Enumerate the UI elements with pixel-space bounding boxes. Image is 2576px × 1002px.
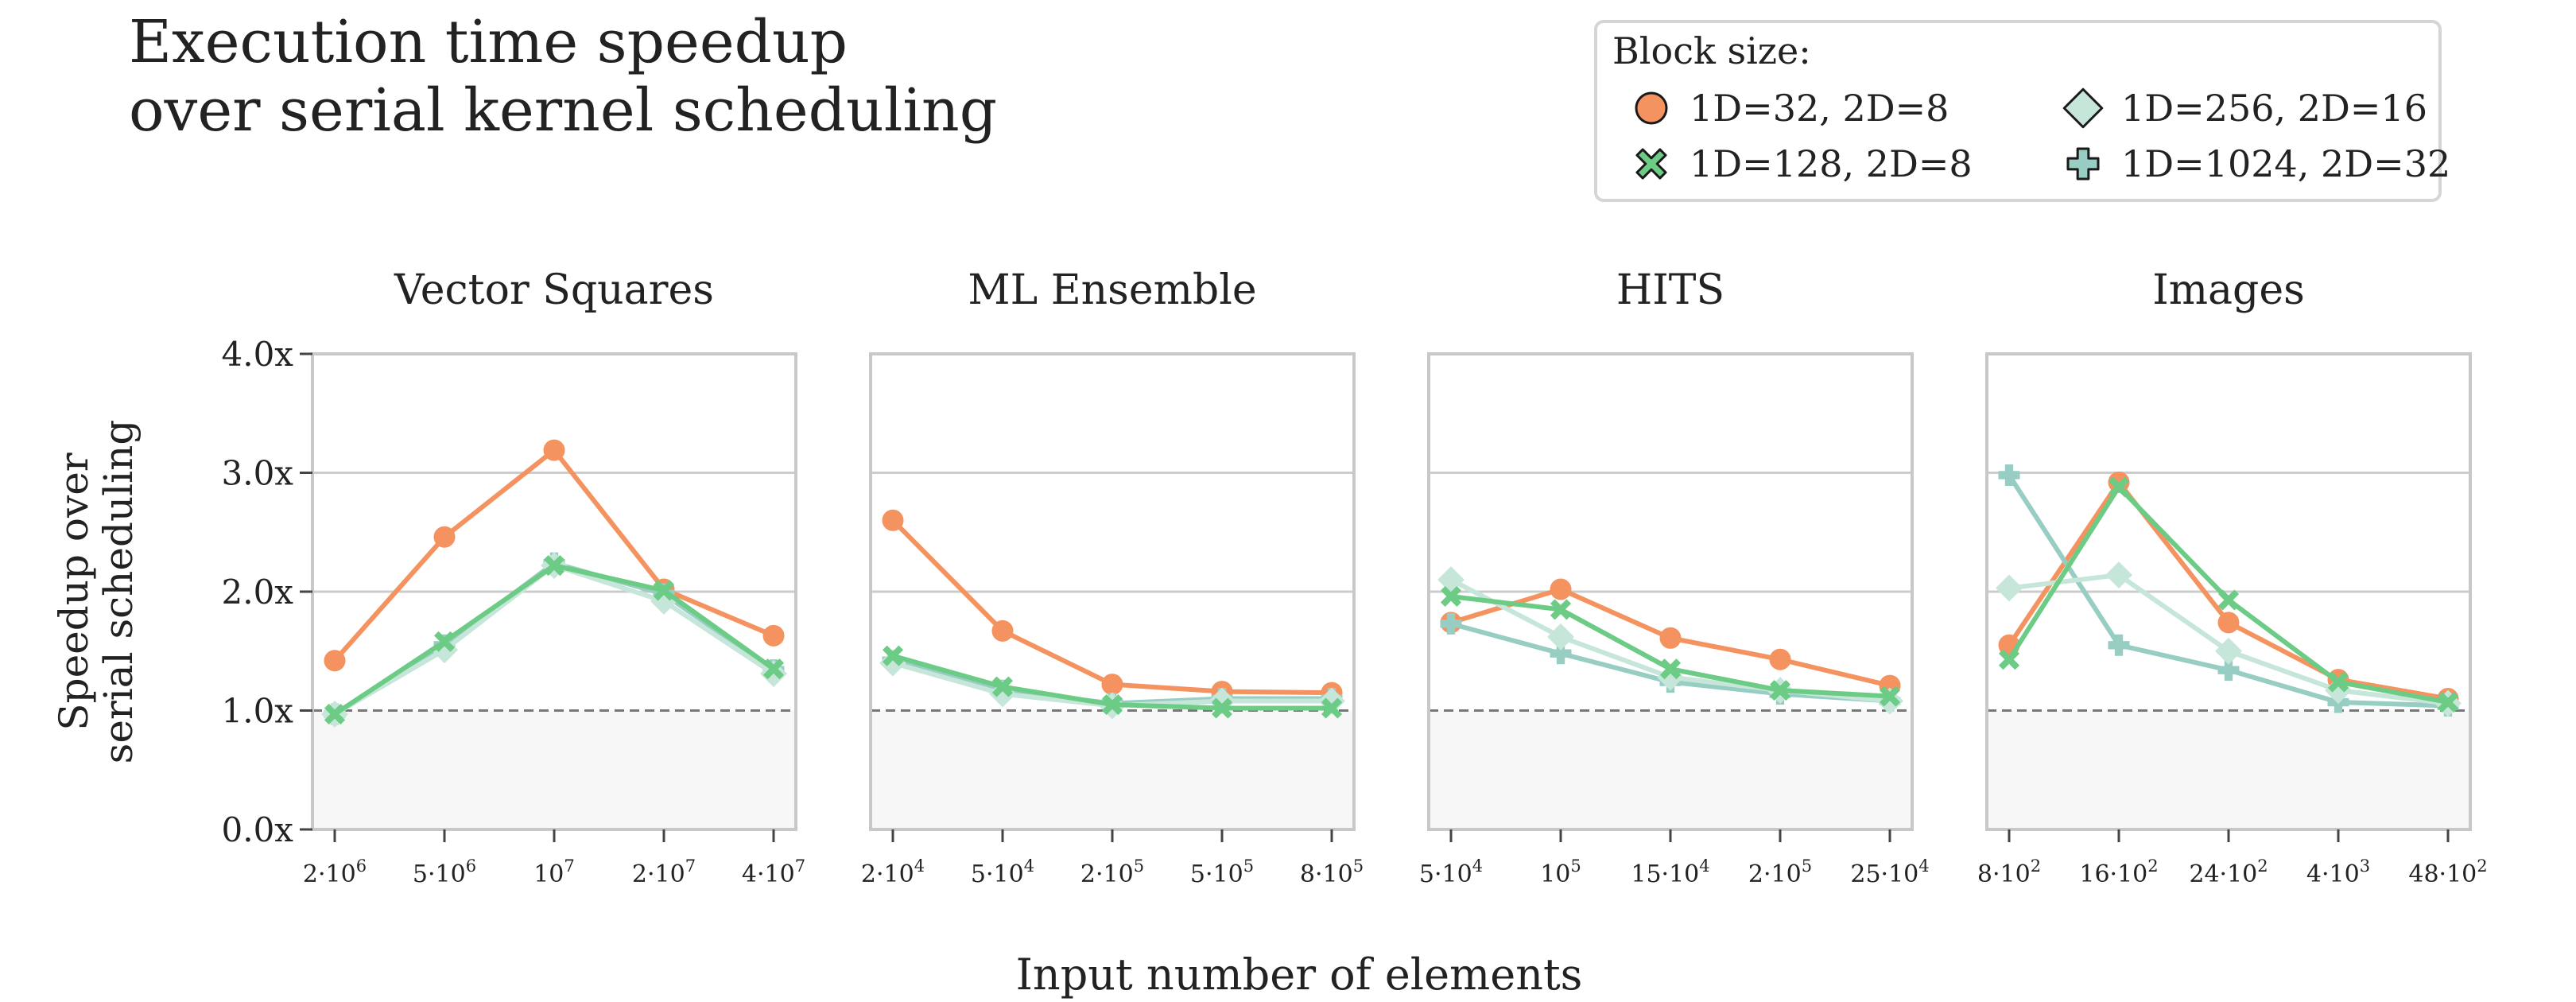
data-point-1d-1024-2d-32: [1550, 643, 1572, 665]
x-tick-label: 2·107: [632, 856, 696, 888]
data-point-1d-1024-2d-32: [2108, 634, 2130, 656]
x-tick-label: 2·105: [1080, 856, 1144, 888]
x-tick-label: 24·102: [2189, 856, 2268, 888]
figure-title-line-2: over serial kernel scheduling: [129, 76, 998, 145]
x-tick-label: 4·107: [742, 856, 805, 888]
x-tick-label: 2·105: [1748, 856, 1812, 888]
data-point-1d-128-2d-8: [2218, 589, 2239, 611]
x-tick-label: 5·105: [1190, 856, 1254, 888]
below-baseline-region: [312, 710, 796, 829]
data-point-1d-128-2d-8: [1999, 649, 2019, 670]
x-tick-label: 48·102: [2408, 856, 2487, 888]
data-point-1d-128-2d-8: [544, 555, 564, 576]
y-tick-label: 2.0x: [222, 573, 294, 612]
data-point-1d-32-2d-8: [762, 624, 785, 647]
panel-title: Images: [2152, 266, 2305, 314]
data-point-1d-128-2d-8: [763, 658, 784, 680]
panel-ml-ensemble: ML Ensemble 2·104 5·104 2·105 5·105 8·105: [861, 266, 1364, 888]
data-point-1d-256-2d-16: [1547, 623, 1574, 651]
y-tick-label: 4.0x: [222, 335, 294, 374]
data-point-1d-128-2d-8: [1770, 680, 1790, 701]
x-axis-label: Input number of elements: [1016, 950, 1583, 1000]
x-tick-label: 15·104: [1631, 856, 1709, 888]
x-tick-label: 8·102: [1977, 856, 2041, 888]
x-tick-label: 8·105: [1300, 856, 1364, 888]
data-point-1d-32-2d-8: [1769, 648, 1791, 670]
legend-title: Block size:: [1612, 29, 1811, 72]
panel-images: Images 8·102 16·102 24·102 4·103 48·102: [1977, 266, 2488, 888]
data-point-1d-128-2d-8: [1660, 658, 1681, 680]
legend-label: 1D=32, 2D=8: [1690, 87, 1949, 130]
data-point-1d-32-2d-8: [1101, 674, 1123, 696]
x-tick-label: 4·103: [2306, 856, 2370, 888]
data-point-1d-128-2d-8: [1880, 685, 1900, 707]
data-point-1d-32-2d-8: [1550, 578, 1572, 600]
x-tick-label: 16·102: [2079, 856, 2158, 888]
y-tick-label: 0.0x: [222, 810, 294, 849]
y-axis-label-line-2: serial scheduling: [95, 420, 142, 764]
legend: Block size: 1D=32, 2D=8 1D=256, 2D=16 1D=12…: [1594, 20, 2450, 202]
data-point-1d-128-2d-8: [2109, 476, 2129, 498]
data-point-1d-128-2d-8: [1102, 694, 1123, 715]
data-point-1d-256-2d-16: [1996, 574, 2023, 602]
data-point-1d-128-2d-8: [1441, 586, 1461, 607]
panel-title: HITS: [1616, 266, 1724, 314]
figure-title-line-1: Execution time speedup: [129, 8, 848, 76]
data-point-1d-128-2d-8: [654, 580, 674, 601]
data-point-1d-32-2d-8: [1659, 627, 1682, 649]
legend-marker-diamond: [2062, 87, 2104, 129]
legend-marker-plus: [2066, 147, 2100, 181]
x-tick-label: 2·104: [861, 856, 925, 888]
x-tick-label: 5·106: [413, 856, 476, 888]
data-point-1d-128-2d-8: [324, 704, 345, 724]
below-baseline-region: [1987, 710, 2470, 829]
data-point-1d-32-2d-8: [324, 650, 346, 672]
x-tick-label: 25·104: [1850, 856, 1929, 888]
legend-frame: [1594, 20, 2442, 202]
x-tick-label: 105: [1540, 856, 1581, 888]
data-point-1d-256-2d-16: [2215, 638, 2242, 665]
data-point-1d-128-2d-8: [1212, 697, 1232, 719]
panel-title: Vector Squares: [394, 266, 714, 314]
data-point-1d-128-2d-8: [2438, 692, 2458, 713]
legend-label: 1D=256, 2D=16: [2121, 87, 2427, 130]
x-tick-label: 5·104: [971, 856, 1034, 888]
below-baseline-region: [871, 710, 1354, 829]
data-point-1d-32-2d-8: [2108, 471, 2130, 493]
data-point-1d-1024-2d-32: [2217, 659, 2240, 682]
panel-vector-squares: Vector Squares 0.0x 1.0x 2.0x 3.0x 4.0x 2·106 5…: [222, 266, 806, 888]
y-tick-label: 1.0x: [222, 692, 294, 731]
data-point-1d-32-2d-8: [543, 439, 565, 461]
below-baseline-region: [1429, 710, 1912, 829]
data-point-1d-1024-2d-32: [1440, 612, 1462, 635]
legend-label: 1D=1024, 2D=32: [2121, 142, 2450, 185]
data-point-1d-32-2d-8: [2217, 612, 2240, 634]
panel-hits: HITS 5·104 105 15·104 2·105 25·104: [1419, 266, 1930, 888]
data-point-1d-1024-2d-32: [1998, 464, 2020, 486]
data-point-1d-256-2d-16: [2105, 561, 2132, 588]
x-tick-label: 2·106: [303, 856, 367, 888]
data-point-1d-128-2d-8: [434, 631, 455, 652]
data-point-1d-256-2d-16: [1437, 566, 1465, 593]
legend-label: 1D=128, 2D=8: [1690, 142, 1973, 185]
data-point-1d-32-2d-8: [882, 509, 904, 531]
legend-marker-x: [1635, 148, 1667, 180]
legend-marker-circle: [1635, 91, 1668, 125]
series-line-1d-32-2d-8: [890, 518, 1334, 696]
x-tick-label: 5·104: [1419, 856, 1483, 888]
y-tick-label: 3.0x: [222, 454, 294, 493]
data-point-1d-32-2d-8: [991, 619, 1014, 642]
data-point-1d-32-2d-8: [433, 526, 456, 548]
data-point-1d-128-2d-8: [1550, 599, 1571, 620]
panel-title: ML Ensemble: [968, 266, 1256, 314]
data-point-1d-128-2d-8: [992, 676, 1013, 697]
data-point-1d-128-2d-8: [2328, 671, 2349, 693]
y-axis-label-line-1: Speedup over: [51, 452, 97, 730]
data-point-1d-128-2d-8: [1321, 697, 1342, 719]
data-point-1d-128-2d-8: [883, 645, 903, 666]
x-tick-label: 107: [533, 856, 575, 888]
